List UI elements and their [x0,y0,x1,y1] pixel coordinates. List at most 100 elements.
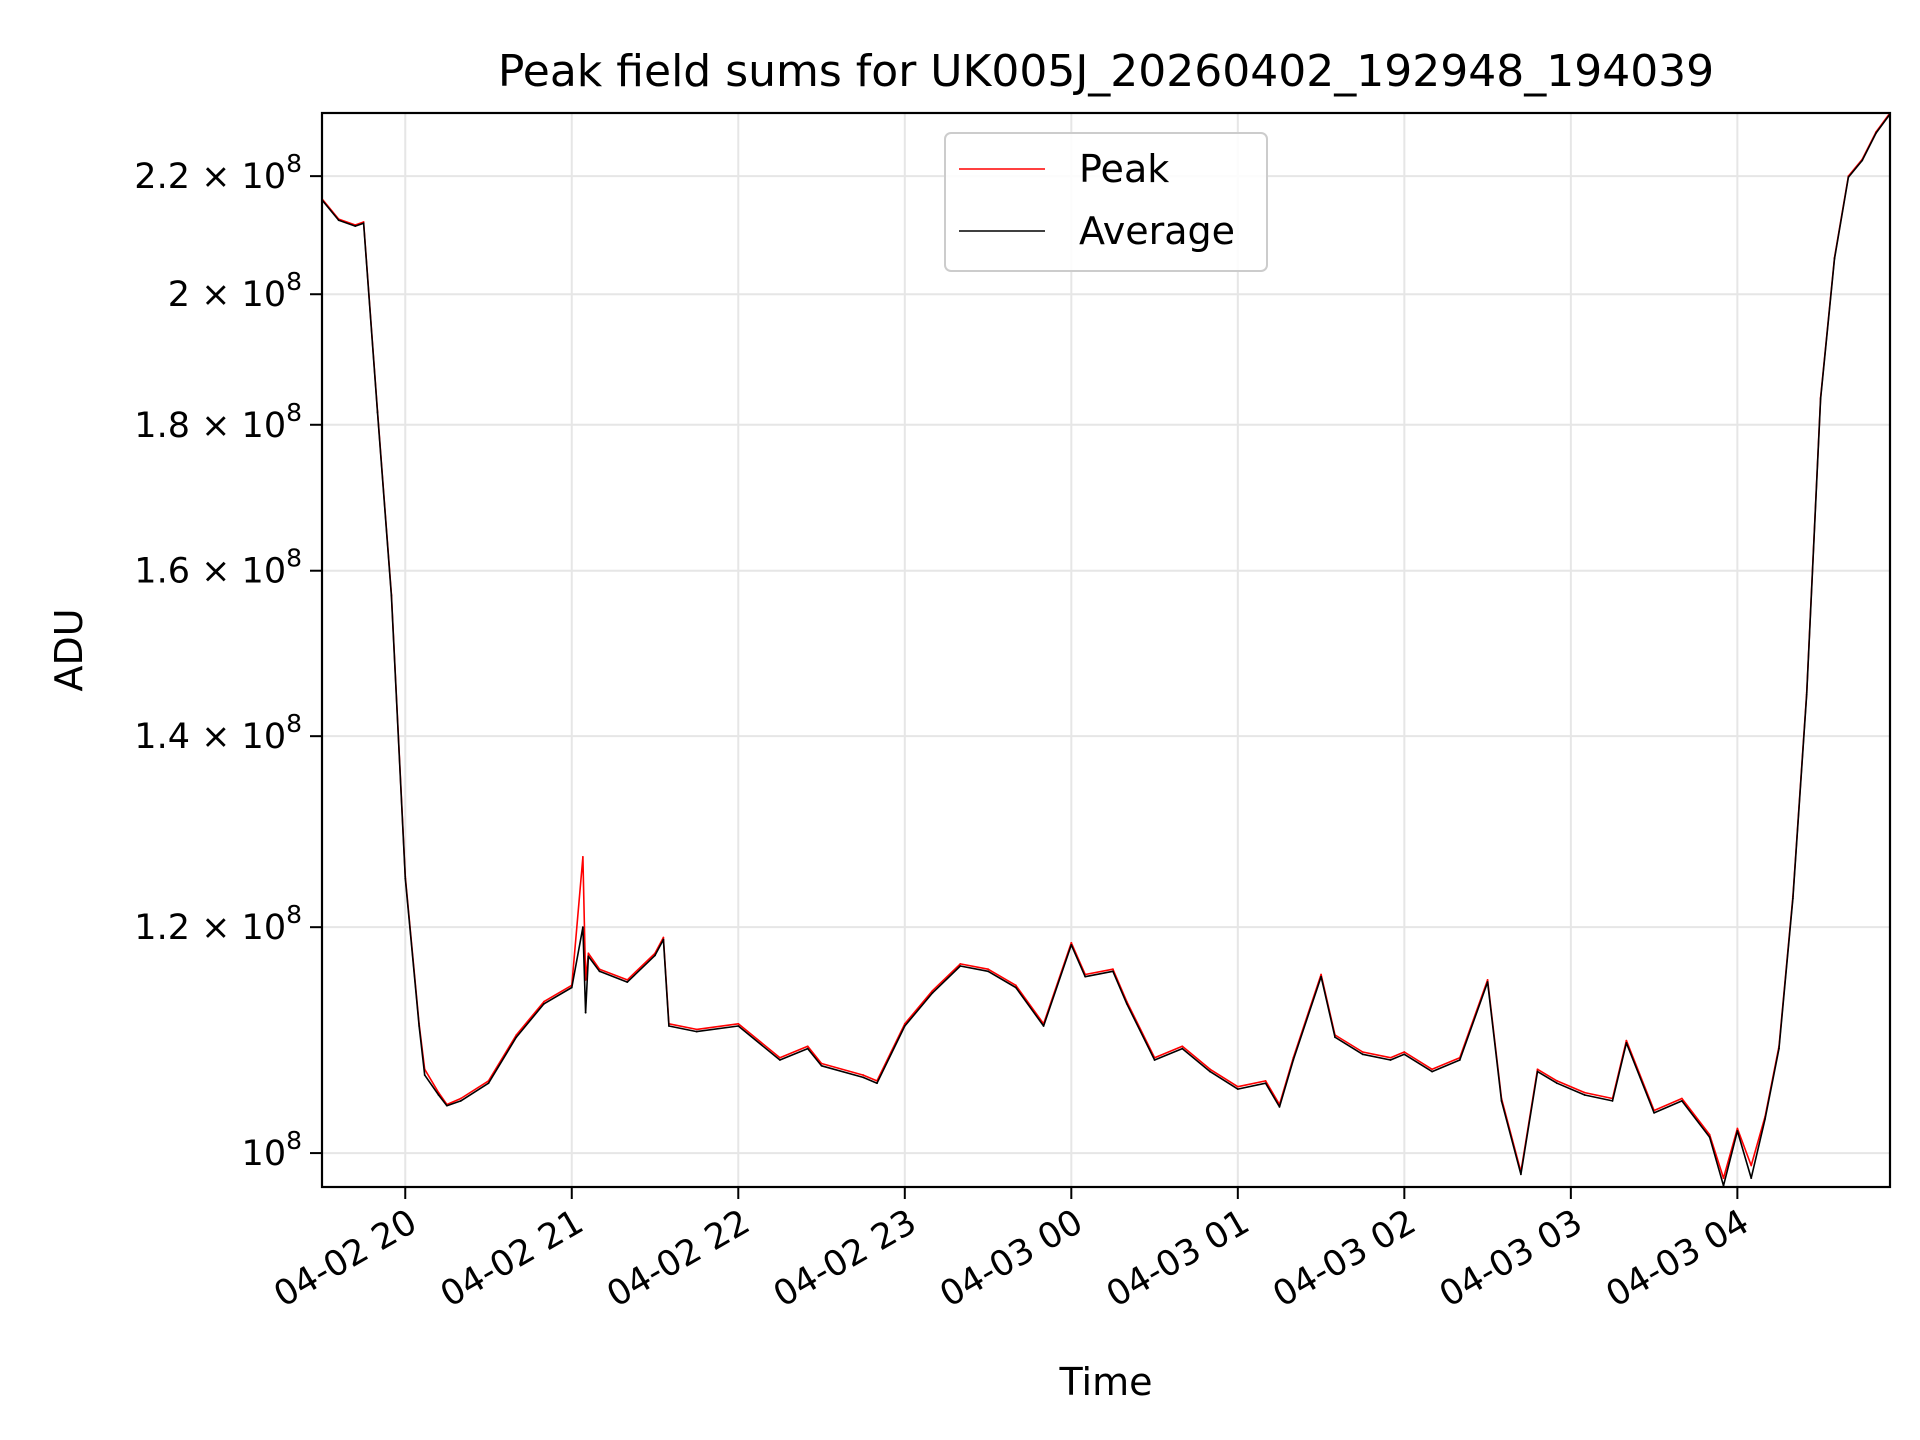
data-point-average [1112,970,1114,973]
data-point-average [1292,1059,1295,1061]
data-point-average [587,955,590,958]
data-point-peak [543,1000,545,1003]
data-point-peak [1625,1039,1628,1042]
series-lines [321,112,1891,1187]
data-point-average [1875,132,1878,134]
legend: Peak Average [944,132,1268,272]
data-point-peak [1583,1091,1586,1094]
data-point-average [903,1025,906,1027]
data-point-average [654,954,656,957]
data-point-peak [695,1028,698,1031]
data-point-average [1153,1059,1156,1061]
data-point-average [862,1076,865,1079]
plot-frame [320,111,1892,1189]
data-point-average [543,1002,545,1005]
data-point-average [662,938,665,941]
data-point-average [1320,975,1322,978]
data-point-peak [1014,984,1017,987]
legend-label-peak: Peak [1079,147,1169,191]
data-point-average [487,1082,490,1085]
data-point-peak [662,936,665,939]
data-point-peak [1389,1056,1392,1059]
data-point-average [1625,1041,1628,1044]
data-point-average [354,225,357,228]
data-point-average [779,1059,781,1061]
data-point-peak [1320,973,1322,976]
data-point-average [423,1074,426,1076]
data-point-peak [1431,1068,1433,1071]
data-point-average [1556,1082,1558,1085]
data-point-average [1181,1047,1184,1050]
y-tick-label: 2 × 108 [168,267,302,315]
data-point-average [737,1025,740,1027]
data-point-average [1847,176,1850,179]
data-point-average [1536,1070,1539,1073]
data-point-average [598,970,601,973]
data-point-average [1486,981,1489,983]
data-point-peak [1403,1051,1406,1053]
y-tick-label: 1.6 × 108 [134,544,302,592]
data-point-peak [1486,979,1489,981]
data-point-peak [1361,1051,1364,1053]
y-tick-label: 1.8 × 108 [134,398,302,446]
data-point-average [1861,159,1864,162]
legend-label-average: Average [1079,209,1235,253]
data-point-average [1833,257,1836,260]
data-point-average [515,1036,518,1039]
data-point-average [931,992,934,994]
y-tick-label: 1.2 × 108 [134,900,302,948]
y-axis: 108 1.2 × 108 1.4 × 108 1.6 × 108 1.8 × 108 2… [134,149,322,1174]
data-point-average [1653,1111,1656,1114]
data-point-average [390,594,393,597]
data-point-peak [1112,968,1114,971]
data-point-average [806,1047,809,1050]
data-point-peak [1708,1133,1711,1136]
data-point-peak [581,856,584,858]
data-point-average [459,1100,462,1102]
data-point-average [1125,1002,1128,1005]
data-point-average [1361,1053,1364,1056]
data-point-peak [1722,1177,1725,1180]
data-point-average [1500,1100,1503,1102]
data-point-average [1805,693,1808,696]
data-point-average [1403,1053,1406,1056]
data-point-average [1764,1117,1767,1120]
data-point-peak [1736,1127,1739,1130]
data-point-peak [862,1074,865,1076]
data-point-average [581,926,584,929]
data-point-peak [1556,1079,1558,1082]
data-point-average [404,877,407,880]
data-point-average [695,1030,698,1033]
y-axis-label: ADU [47,608,91,691]
chart-title: Peak field sums for UK005J_20260402_1929… [498,46,1714,97]
data-point-average [876,1082,878,1085]
data-point-peak [1181,1045,1184,1048]
data-point-average [418,1025,421,1027]
data-point-peak [820,1062,823,1065]
data-point-peak [1070,941,1073,944]
data-point-peak [1209,1068,1211,1071]
data-point-average [1334,1036,1336,1039]
data-point-average [445,1104,448,1107]
data-point-average [1014,986,1017,989]
data-point-peak [1680,1097,1683,1100]
data-point-average [1389,1059,1392,1061]
data-point-average [1519,1173,1522,1176]
data-point-peak [515,1034,518,1036]
data-point-average [1680,1100,1683,1102]
data-point-peak [1750,1164,1753,1167]
data-point-average [337,219,340,222]
data-point-peak [779,1056,781,1059]
data-point-peak [1236,1085,1239,1088]
data-point-average [1583,1094,1586,1096]
data-point-average [1431,1070,1433,1073]
data-point-average [570,986,573,989]
data-point-average [1278,1105,1281,1108]
data-point-average [1750,1177,1753,1180]
data-point-peak [626,979,629,981]
data-point-average [1458,1059,1461,1061]
grid [322,113,1890,1187]
data-point-average [1736,1130,1739,1132]
legend-box [944,132,1268,272]
